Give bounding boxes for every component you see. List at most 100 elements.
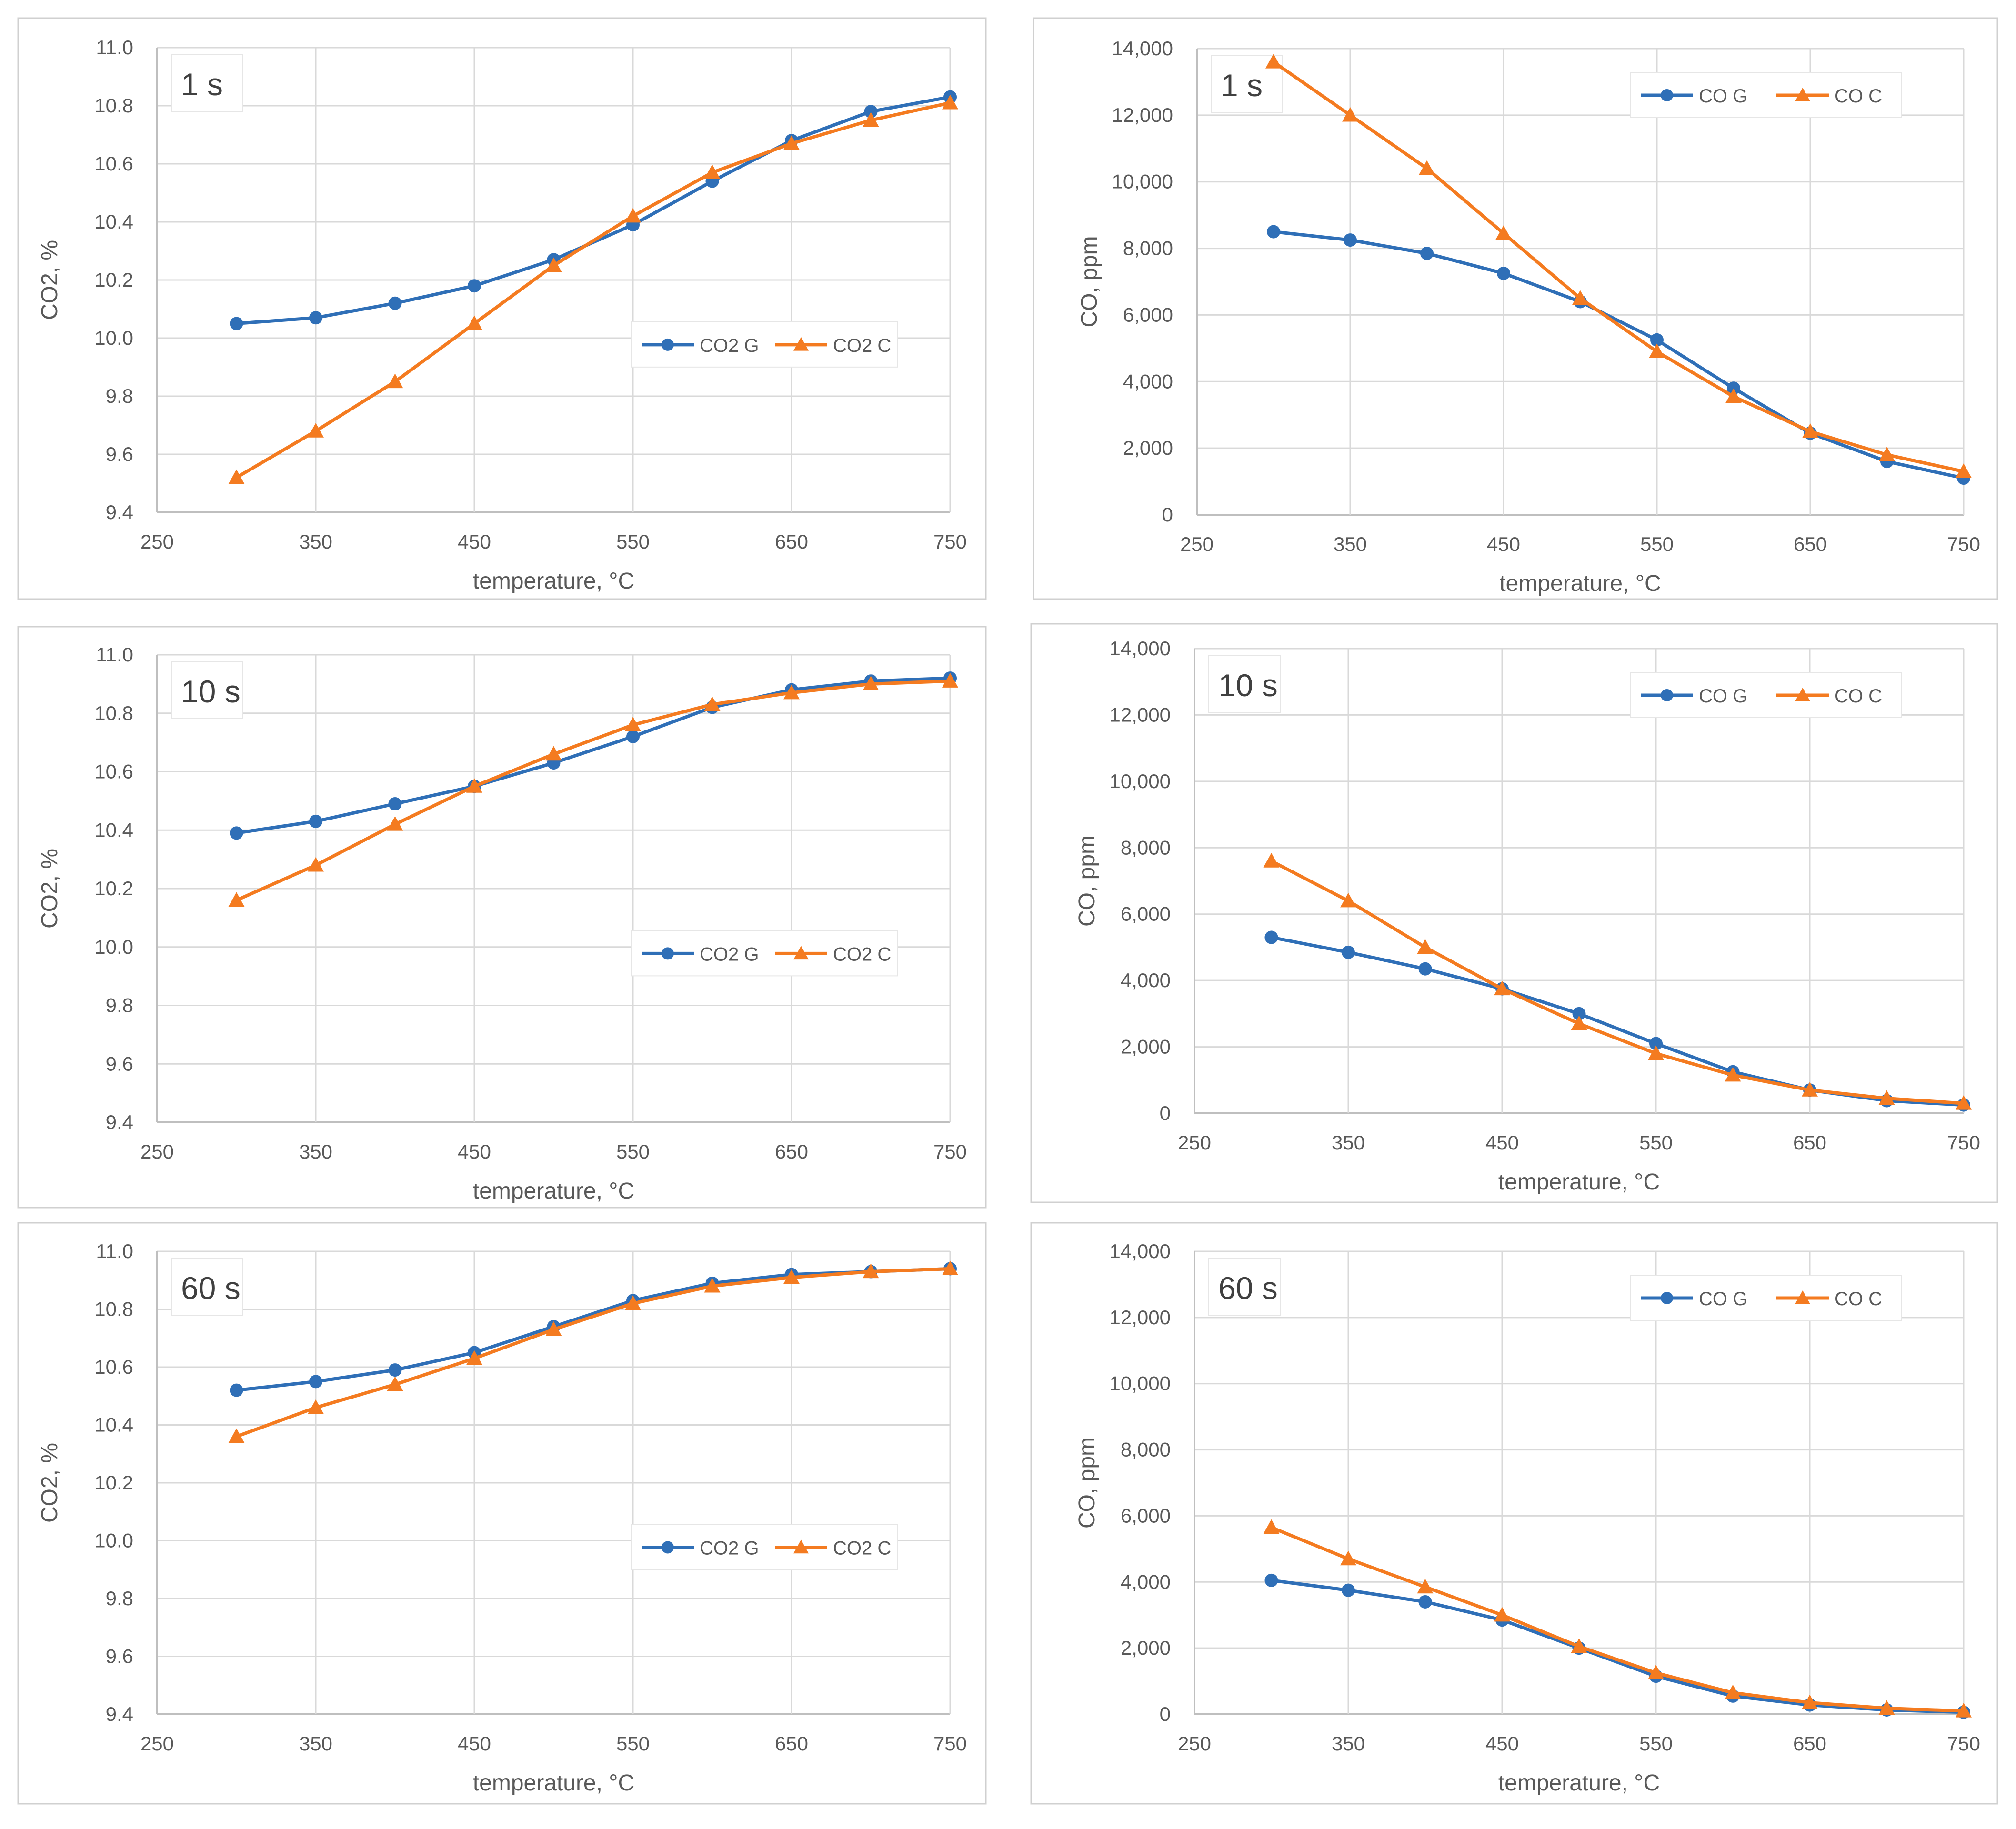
data-point <box>942 94 958 110</box>
x-tick-label: 250 <box>1180 533 1214 555</box>
data-point <box>1572 290 1588 305</box>
panel-frame <box>17 1222 987 1805</box>
y-tick-label: 9.6 <box>106 1645 133 1668</box>
data-point <box>308 1399 324 1414</box>
data-point <box>1342 107 1358 122</box>
y-axis-title: CO, ppm <box>1074 1437 1100 1529</box>
data-point <box>864 105 878 119</box>
data-point <box>1725 1684 1741 1699</box>
y-tick-label: 4,000 <box>1121 1570 1171 1593</box>
data-point <box>1495 225 1512 240</box>
x-axis-title: temperature, °C <box>1499 571 1661 596</box>
y-tick-label: 6,000 <box>1121 1504 1171 1527</box>
y-tick-label: 10.8 <box>94 1298 133 1320</box>
legend-marker <box>1661 689 1673 701</box>
data-point <box>308 857 324 872</box>
y-tick-label: 4,000 <box>1123 370 1173 392</box>
data-point <box>545 1321 562 1336</box>
data-point <box>387 816 403 831</box>
data-point <box>1571 1638 1587 1653</box>
legend-label: CO2 C <box>833 944 891 965</box>
y-tick-label: 9.8 <box>106 385 133 407</box>
series-line-co2-c <box>236 679 951 902</box>
data-point <box>1342 1583 1355 1597</box>
x-tick-label: 550 <box>1640 533 1674 555</box>
x-tick-label: 350 <box>299 1732 332 1755</box>
series-line-co2-c <box>235 101 951 479</box>
data-point <box>1725 1067 1741 1082</box>
data-point <box>468 279 481 293</box>
y-tick-label: 11.0 <box>96 643 133 666</box>
y-tick-label: 14,000 <box>1110 637 1171 660</box>
data-point <box>863 1263 879 1279</box>
y-tick-label: 10.6 <box>94 152 133 175</box>
x-axis-title: temperature, °C <box>473 569 634 594</box>
y-tick-label: 10.4 <box>94 1414 133 1436</box>
time-label: 60 s <box>1218 1270 1278 1306</box>
data-point <box>1264 930 1278 944</box>
legend-label: CO G <box>1699 1289 1747 1309</box>
x-tick-label: 650 <box>775 1732 808 1755</box>
y-tick-label: 12,000 <box>1112 104 1173 126</box>
y-tick-label: 10.2 <box>94 269 133 291</box>
y-tick-label: 2,000 <box>1121 1036 1171 1058</box>
y-tick-label: 12,000 <box>1110 703 1171 726</box>
legend-marker <box>1795 1290 1810 1304</box>
data-point <box>863 112 879 127</box>
y-tick-label: 11.0 <box>96 1240 133 1262</box>
data-point <box>783 135 800 150</box>
chart-panel-5: 9.4 9.6 9.8 10.0 10.2 10.4 10.6 10.8 11.0 250 350 4… <box>17 1222 987 1805</box>
y-tick-label: 10.2 <box>94 877 133 900</box>
y-tick-label: 0 <box>1160 1102 1171 1124</box>
data-point <box>1802 423 1818 438</box>
legend-marker <box>1661 1292 1673 1304</box>
x-tick-label: 750 <box>1947 533 1980 555</box>
data-point <box>1265 53 1282 69</box>
legend-label: CO2 G <box>700 335 759 356</box>
x-tick-label: 350 <box>299 530 332 553</box>
data-point <box>1340 1550 1356 1566</box>
data-point <box>1956 1703 1972 1718</box>
data-point <box>1956 1095 1972 1110</box>
y-tick-label: 11.0 <box>96 36 133 59</box>
legend-marker <box>1661 89 1673 101</box>
data-point <box>309 1375 322 1389</box>
y-tick-label: 10.0 <box>94 936 133 958</box>
data-point <box>1649 1037 1663 1050</box>
panel-frame <box>1030 623 1998 1203</box>
chart-panel-4: 0 2,000 4,000 6,000 8,000 10,000 12,000 14,000 2… <box>1030 623 1998 1203</box>
legend-marker <box>793 946 809 960</box>
data-point <box>1344 233 1357 247</box>
x-tick-label: 550 <box>1639 1131 1673 1154</box>
data-point <box>308 423 324 438</box>
y-axis-title: CO2, % <box>37 240 62 320</box>
data-point <box>1650 333 1664 347</box>
time-label: 1 s <box>1221 68 1263 103</box>
data-point <box>1342 945 1355 959</box>
data-point <box>1417 1579 1434 1594</box>
x-tick-label: 450 <box>458 1732 491 1755</box>
chart-panel-1: 9.4 9.6 9.8 10.0 10.2 10.4 10.6 10.8 11.0 250 350 4… <box>17 17 987 600</box>
x-tick-label: 250 <box>140 1732 174 1755</box>
x-tick-label: 250 <box>140 530 174 553</box>
x-tick-label: 550 <box>616 1732 650 1755</box>
data-point <box>1340 892 1356 908</box>
x-tick-label: 650 <box>1794 533 1827 555</box>
chart-panel-2: 0 2,000 4,000 6,000 8,000 10,000 12,000 14,000 2… <box>1033 17 1998 600</box>
x-tick-label: 650 <box>1793 1732 1826 1755</box>
x-tick-label: 450 <box>1485 1732 1519 1755</box>
time-label-box <box>1208 1258 1281 1316</box>
x-tick-label: 250 <box>1178 1732 1211 1755</box>
y-axis-title: CO, ppm <box>1077 236 1102 327</box>
data-point <box>545 746 562 761</box>
x-tick-label: 750 <box>933 530 967 553</box>
chart-panel-3: 9.4 9.6 9.8 10.0 10.2 10.4 10.6 10.8 11.0 250 350 4… <box>17 626 987 1209</box>
x-tick-label: 350 <box>299 1140 332 1163</box>
data-point <box>1497 267 1510 280</box>
time-label-box <box>171 54 243 112</box>
y-tick-label: 9.6 <box>106 443 133 465</box>
data-point <box>1418 962 1432 976</box>
x-tick-label: 350 <box>1332 1732 1365 1755</box>
y-tick-label: 10.0 <box>94 327 133 349</box>
data-point <box>625 1295 641 1310</box>
